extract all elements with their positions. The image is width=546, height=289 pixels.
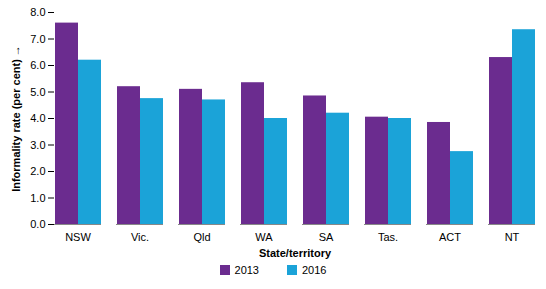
svg-text:NSW: NSW xyxy=(65,231,91,243)
svg-text:Qld: Qld xyxy=(193,231,210,243)
svg-text:0.0: 0.0 xyxy=(30,218,45,230)
svg-text:State/territory: State/territory xyxy=(259,247,332,259)
svg-text:ACT: ACT xyxy=(439,231,461,243)
svg-text:NT: NT xyxy=(505,231,520,243)
svg-text:6.0: 6.0 xyxy=(30,59,45,71)
svg-text:SA: SA xyxy=(319,231,334,243)
svg-text:Informality rate (per cent) →: Informality rate (per cent) → xyxy=(10,45,22,192)
html-text:2016: 2016 xyxy=(302,264,327,276)
svg-text:8.0: 8.0 xyxy=(30,6,45,18)
svg-text:3.0: 3.0 xyxy=(30,139,45,151)
svg-text:2.0: 2.0 xyxy=(30,165,45,177)
svg-text:7.0: 7.0 xyxy=(30,33,45,45)
svg-text:Vic.: Vic. xyxy=(131,231,149,243)
svg-text:4.0: 4.0 xyxy=(30,112,45,124)
html-text:2013: 2013 xyxy=(234,264,259,276)
svg-text:1.0: 1.0 xyxy=(30,192,45,204)
svg-text:5.0: 5.0 xyxy=(30,86,45,98)
svg-text:WA: WA xyxy=(255,231,273,243)
svg-text:Tas.: Tas. xyxy=(378,231,398,243)
